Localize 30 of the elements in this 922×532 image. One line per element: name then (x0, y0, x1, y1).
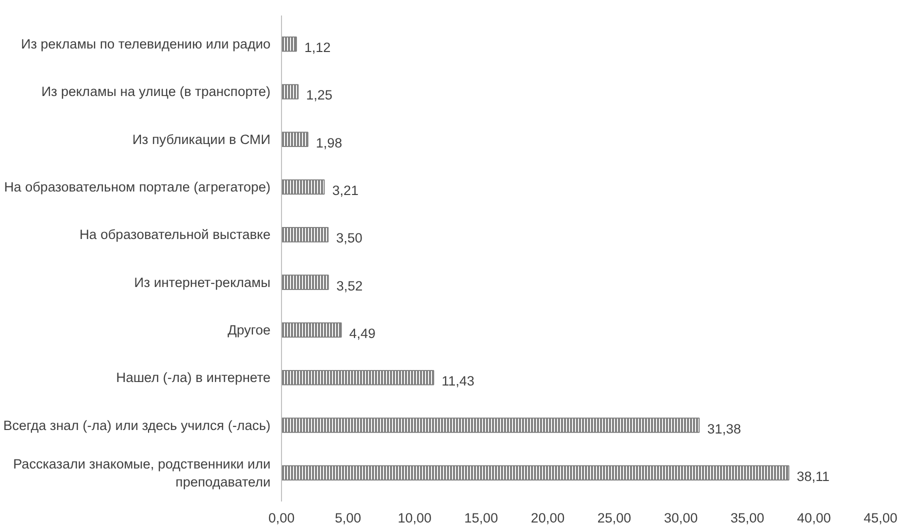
x-tick-label: 20,00 (530, 510, 565, 526)
data-label: 3,50 (336, 230, 362, 246)
x-tick-label: 0,00 (268, 510, 295, 526)
x-tick-label: 40,00 (797, 510, 831, 526)
y-tick-label: На образовательной выставке (79, 227, 271, 242)
data-label: 3,21 (332, 183, 359, 198)
data-label: 11,43 (442, 374, 474, 389)
x-tick-label: 5,00 (334, 510, 362, 526)
y-tick-label: На образовательном портале (агрегаторе) (4, 180, 271, 195)
data-label: 38,11 (796, 468, 830, 484)
y-tick-label: Другое (228, 322, 271, 338)
x-tick-label: 10,00 (398, 510, 432, 526)
y-tick-label: Из публикации в СМИ (132, 132, 271, 147)
data-label: 31,38 (707, 421, 741, 436)
y-tick-label: Из интернет-рекламы (134, 274, 271, 290)
x-tick-label: 45,00 (864, 510, 898, 526)
x-tick-label: 25,00 (597, 510, 632, 526)
data-label: 1,12 (304, 40, 331, 56)
x-tick-label: 30,00 (664, 510, 698, 526)
y-tick-label: Всегда знал (-ла) или здесь учился (-лась) (3, 418, 270, 433)
data-label: 3,52 (336, 278, 363, 294)
y-tick-label: Рассказали знакомые, родственники или преподаватели (13, 456, 271, 490)
x-tick-label: 35,00 (730, 510, 764, 526)
y-tick-label: Из рекламы по телевидению или радио (20, 36, 271, 52)
x-tick-label: 15,00 (464, 510, 498, 526)
data-label: 1,25 (306, 88, 332, 103)
y-tick-label: Из рекламы на улице (в транспорте) (41, 84, 271, 100)
data-label: 4,49 (349, 326, 376, 341)
data-label: 1,98 (316, 135, 342, 150)
y-tick-label: Нашел (-ла) в интернете (116, 370, 270, 386)
